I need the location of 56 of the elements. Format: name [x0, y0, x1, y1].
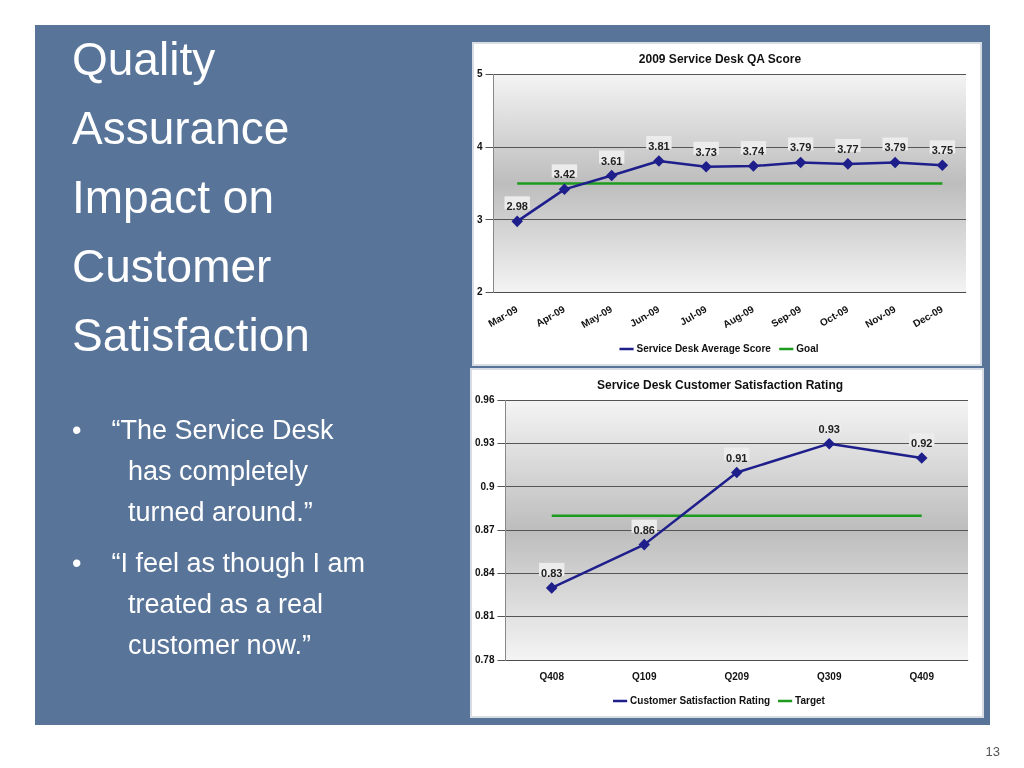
data-label: 0.91	[726, 451, 748, 464]
data-label: 3.74	[742, 145, 765, 158]
data-label: 3.79	[789, 141, 812, 154]
y-tick-label: 0.93	[474, 437, 495, 449]
text: 13	[985, 744, 1000, 759]
y-tick-label: 4	[477, 140, 483, 152]
point	[511, 216, 523, 227]
text: • “The Service Desk has completely turned around.”	[72, 414, 335, 529]
point	[916, 452, 927, 464]
data-label: 2.98	[506, 200, 528, 213]
chart-title: Service Desk Customer Satisfaction Rating	[596, 377, 844, 392]
y-tick-label: 0.96	[474, 394, 495, 406]
x-tick-label: Q409	[909, 670, 935, 682]
point	[638, 539, 650, 550]
x-tick-label: Q408	[539, 670, 565, 682]
data-label: 3.81	[648, 140, 670, 153]
x-tick-label: Q109	[631, 670, 657, 682]
data-label: 3.75	[931, 144, 954, 157]
y-tick-label: 0.78	[474, 653, 495, 665]
data-label: 3.73	[695, 145, 717, 158]
point	[842, 158, 854, 170]
data-label: 3.79	[884, 141, 906, 154]
y-tick-label: 2	[477, 286, 483, 298]
legend-label: Goal	[796, 342, 819, 354]
point	[731, 467, 742, 478]
y-tick-label: 0.9	[480, 480, 495, 492]
point	[823, 438, 835, 449]
y-tick-label: 0.87	[474, 523, 495, 535]
point	[700, 161, 712, 173]
legend-label: Customer Satisfaction Rating	[630, 694, 771, 706]
point	[748, 160, 759, 172]
data-label: 3.42	[553, 168, 576, 181]
point	[889, 157, 901, 168]
x-tick-label: Q309	[817, 670, 842, 682]
data-label: 0.92	[911, 437, 933, 450]
data-label: 3.61	[600, 154, 623, 167]
y-tick-label: 3	[477, 213, 483, 225]
y-tick-label: 5	[477, 68, 483, 80]
point	[937, 160, 948, 171]
legend-label: Service Desk Average Score	[636, 342, 772, 354]
data-label: 0.83	[541, 566, 563, 579]
point	[653, 155, 665, 167]
y-tick-label: 0.81	[474, 610, 495, 622]
data-label: 3.77	[837, 142, 859, 155]
text: Quality Assurance Impact on Customer Satisfaction	[72, 32, 311, 363]
legend-label: Target	[795, 694, 826, 706]
data-label: 0.86	[633, 523, 655, 536]
chart-title: 2009 Service Desk QA Score	[638, 51, 802, 66]
text: • “I feel as though I am treated as a real customer now.”	[72, 547, 367, 662]
data-label: 0.93	[818, 422, 840, 435]
point	[606, 170, 617, 181]
point	[559, 184, 570, 195]
x-tick-label: Q209	[724, 670, 750, 682]
y-tick-label: 0.84	[474, 567, 495, 579]
point	[546, 582, 557, 594]
point	[795, 157, 806, 168]
